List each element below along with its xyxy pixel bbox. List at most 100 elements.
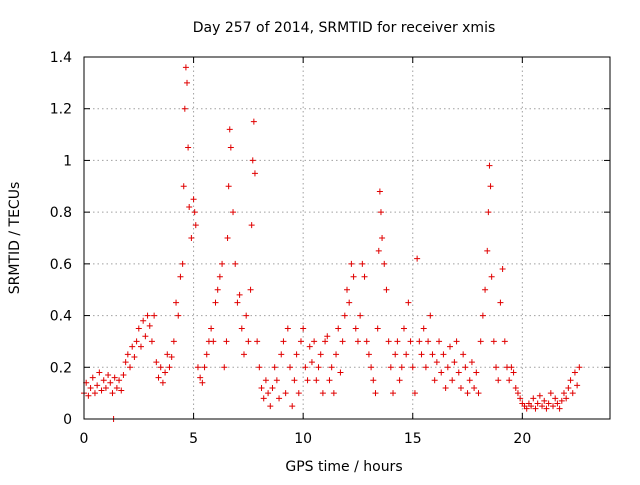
data-point: [444, 364, 451, 371]
data-point: [162, 369, 169, 376]
data-point: [142, 333, 149, 340]
data-point: [89, 374, 96, 381]
data-point: [109, 390, 116, 397]
data-point: [506, 377, 513, 384]
data-point: [365, 351, 372, 358]
data-point: [87, 384, 94, 391]
data-point: [173, 299, 180, 306]
data-point: [113, 384, 120, 391]
data-point: [359, 260, 366, 267]
grid-lines: [84, 57, 610, 419]
data-point: [569, 390, 576, 397]
data-point: [352, 325, 359, 332]
data-point: [341, 312, 348, 319]
data-point: [363, 338, 370, 345]
data-point: [168, 353, 175, 360]
data-point: [324, 333, 331, 340]
data-point: [485, 209, 492, 216]
data-point: [201, 364, 208, 371]
data-point: [234, 299, 241, 306]
data-point: [442, 384, 449, 391]
data-point: [219, 260, 226, 267]
data-point: [267, 403, 274, 410]
data-point: [543, 405, 550, 412]
data-point: [122, 359, 129, 366]
data-point: [565, 384, 572, 391]
data-point: [111, 374, 118, 381]
data-point: [427, 312, 434, 319]
data-points: [81, 64, 583, 422]
data-point: [517, 395, 524, 402]
data-point: [129, 343, 136, 350]
data-point: [188, 235, 195, 241]
data-point: [297, 338, 304, 345]
data-point: [536, 392, 543, 399]
data-point: [251, 170, 258, 177]
data-point: [182, 64, 189, 71]
x-tick-label: 5: [189, 431, 198, 447]
data-point: [319, 390, 326, 397]
data-point: [429, 351, 436, 358]
data-point: [333, 351, 340, 358]
data-point: [300, 325, 307, 332]
data-point: [376, 188, 383, 195]
data-point: [375, 247, 382, 254]
data-point: [409, 364, 416, 371]
data-point: [547, 390, 554, 397]
data-point: [490, 338, 497, 345]
data-point: [133, 338, 140, 345]
data-point: [328, 364, 335, 371]
data-point: [210, 338, 217, 345]
data-point: [368, 364, 375, 371]
data-point: [185, 144, 192, 151]
data-point: [431, 377, 438, 384]
data-point: [265, 390, 272, 397]
data-point: [330, 390, 337, 397]
data-point: [179, 260, 186, 267]
data-point: [420, 325, 427, 332]
data-point: [560, 390, 567, 397]
data-point: [293, 351, 300, 358]
data-point: [567, 377, 574, 384]
data-point: [120, 372, 127, 379]
data-point: [545, 400, 552, 407]
data-point: [306, 343, 313, 350]
data-point: [436, 338, 443, 345]
data-point: [346, 299, 353, 306]
data-point: [226, 126, 233, 133]
y-tick-label: 0.4: [50, 309, 72, 325]
data-point: [105, 372, 112, 379]
x-axis-label: GPS time / hours: [285, 459, 402, 475]
data-point: [385, 338, 392, 345]
data-point: [291, 377, 298, 384]
data-point: [462, 364, 469, 371]
data-point: [411, 390, 418, 397]
data-point: [131, 353, 138, 360]
data-point: [191, 209, 198, 216]
data-point: [276, 395, 283, 402]
data-point: [159, 379, 166, 386]
y-axis-label: SRMTID / TECUs: [7, 182, 23, 295]
data-point: [96, 369, 103, 376]
data-point: [240, 351, 247, 358]
y-tick-label: 1: [63, 153, 72, 169]
data-point: [508, 364, 515, 371]
data-point: [186, 203, 193, 210]
data-point: [308, 359, 315, 366]
data-point: [497, 299, 504, 306]
data-point: [493, 364, 500, 371]
data-point: [532, 405, 539, 412]
data-point: [550, 403, 557, 410]
data-point: [512, 384, 519, 391]
data-point: [574, 382, 581, 389]
data-point: [221, 364, 228, 371]
data-point: [357, 312, 364, 319]
data-point: [245, 338, 252, 345]
data-point: [85, 392, 92, 399]
data-point: [541, 397, 548, 404]
data-point: [418, 351, 425, 358]
data-point: [203, 351, 210, 358]
data-point: [348, 260, 355, 267]
